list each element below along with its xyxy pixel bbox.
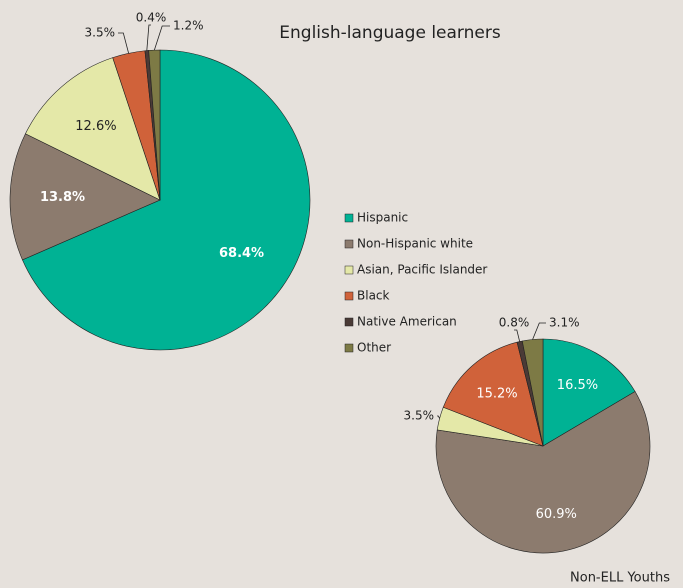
data-label: 0.8% [499, 316, 530, 330]
legend-swatch [344, 343, 354, 353]
data-label: 16.5% [557, 378, 598, 393]
pie-slice [435, 391, 651, 554]
pie-slice [542, 338, 636, 447]
data-label: 3.1% [549, 316, 580, 330]
data-label: 3.5% [404, 409, 435, 423]
leader-line [514, 329, 521, 342]
chart-title: Non-ELL Youths [570, 571, 670, 586]
data-label: 60.9% [536, 507, 577, 522]
legend-swatch [344, 265, 354, 275]
pie-slice [22, 49, 311, 351]
leader-line [532, 322, 546, 340]
legend-swatch [344, 317, 354, 327]
data-label: 1.2% [173, 19, 204, 33]
chart-title: English-language learners [279, 23, 501, 43]
legend-swatch [344, 213, 354, 223]
data-label: 12.6% [75, 119, 116, 134]
data-label: 13.8% [40, 190, 85, 205]
legend-swatch [344, 291, 354, 301]
legend-label: Black [357, 289, 390, 303]
pie-slice [9, 133, 161, 261]
leader-line [153, 25, 170, 51]
leader-line [146, 24, 151, 51]
legend-label: Asian, Pacific Islander [357, 263, 487, 277]
data-label: 15.2% [476, 386, 517, 401]
data-label: 0.4% [136, 11, 167, 25]
data-label: 3.5% [85, 26, 116, 40]
data-label: 68.4% [219, 246, 264, 261]
legend-label: Native American [357, 315, 457, 329]
pie-slice [25, 57, 161, 201]
pie-slice [442, 341, 544, 447]
legend-label: Non-Hispanic white [357, 237, 473, 251]
legend-label: Other [357, 341, 391, 355]
legend-swatch [344, 239, 354, 249]
leader-line [118, 32, 130, 54]
leader-line [437, 415, 440, 419]
legend-label: Hispanic [357, 211, 408, 225]
